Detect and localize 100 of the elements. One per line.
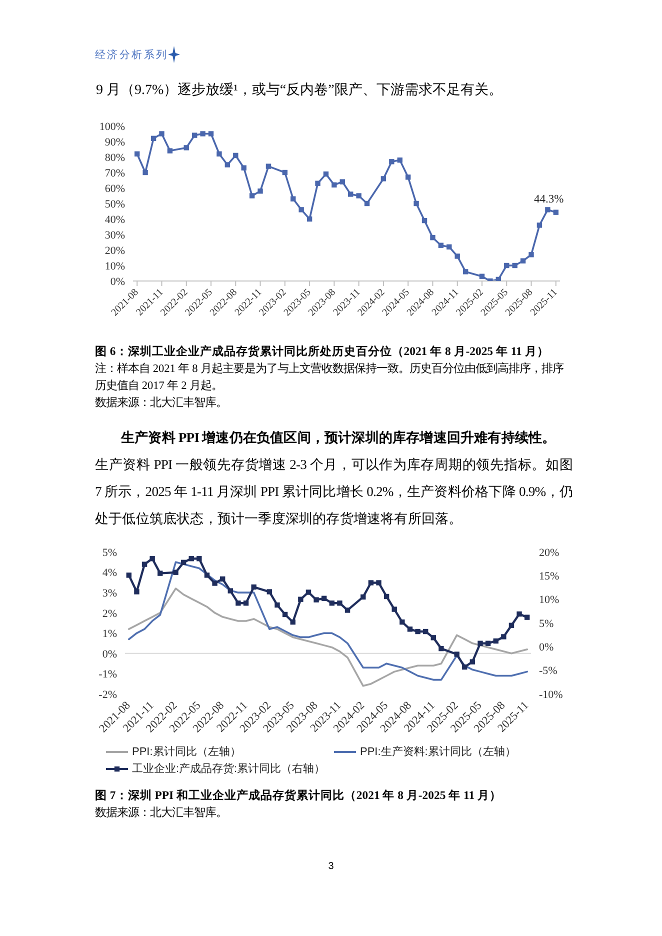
- y-tick-label: 50%: [104, 198, 125, 210]
- point: [368, 580, 374, 586]
- point: [332, 182, 337, 188]
- point: [397, 158, 402, 163]
- point: [360, 594, 366, 600]
- point: [337, 600, 342, 606]
- point: [496, 276, 502, 281]
- point: [516, 611, 522, 617]
- point: [208, 131, 214, 136]
- point: [504, 262, 510, 268]
- point: [228, 588, 234, 594]
- point: [236, 600, 241, 606]
- point: [241, 165, 246, 170]
- point: [212, 580, 218, 586]
- line-series: [128, 588, 528, 687]
- point: [344, 608, 350, 613]
- point: [306, 590, 312, 595]
- y2-tick-label: -10%: [539, 688, 563, 701]
- point: [204, 572, 210, 578]
- point: [422, 628, 428, 634]
- point: [306, 216, 312, 222]
- y-tick-label: 4%: [102, 567, 117, 580]
- text: 生产资料 PPI 一般领先存货增速 2-3 个月，可以作为库存周期的领先指标。如图 7 所示，2025 年 1-11 月深圳 PPI 累计同比增长 0.2%，生产资料价格下降 0.9%，仍处于低位筑底状态，预计一季度深圳的存货增速将有所回落。: [95, 457, 573, 526]
- point: [233, 152, 238, 158]
- point: [405, 174, 411, 180]
- point: [364, 200, 370, 206]
- point: [282, 170, 288, 176]
- point: [462, 269, 468, 274]
- y-tick-label: 0%: [110, 276, 125, 288]
- y-tick-label: 60%: [104, 182, 125, 195]
- y2-tick-label: 5%: [539, 618, 554, 630]
- point: [224, 162, 230, 168]
- text: 注：样本自 2021 年 8 月起主要是为了与上文营收数据保持一致。历史百分位由低到高排序，排序历史值自 2017 年 2 月起。: [95, 362, 564, 392]
- point: [266, 589, 272, 594]
- y-tick-label: 70%: [104, 167, 125, 180]
- point: [438, 646, 444, 652]
- legend-label: PPI:累计同比（左轴）: [132, 745, 241, 759]
- point: [220, 576, 226, 582]
- y-tick-label: 10%: [104, 260, 125, 272]
- point: [524, 614, 530, 620]
- point: [134, 151, 140, 156]
- y-tick-label: 2%: [102, 608, 117, 620]
- point: [150, 136, 156, 141]
- y2-tick-label: 15%: [539, 570, 560, 583]
- point: [249, 193, 255, 198]
- y2-tick-label: 20%: [539, 546, 560, 559]
- point: [216, 151, 222, 156]
- point: [243, 600, 249, 606]
- y-tick-label: 30%: [104, 229, 125, 242]
- point: [446, 244, 452, 250]
- point: [184, 145, 189, 150]
- point: [282, 612, 288, 618]
- point: [508, 622, 514, 628]
- text: 生产资料 PPI 增速仍在负值区间，预计深圳的库存增速回升难有持续性。: [121, 430, 556, 445]
- text: 9 月（9.7%）逐步放缓¹，或与“反内卷”限产、下游需求不足有关。: [96, 83, 502, 98]
- point: [478, 640, 483, 646]
- point: [485, 640, 491, 646]
- text: 图 7：深圳 PPI 和工业企业产成品存货累计同比（2021 年 8 月-2025 年 11 月）: [95, 789, 502, 802]
- y-tick-label: 0%: [102, 648, 117, 660]
- point: [356, 193, 362, 198]
- point: [553, 210, 558, 215]
- source-note: 数据来源：北大汇丰智库。: [95, 806, 227, 818]
- point: [274, 602, 280, 608]
- y-tick-label: -2%: [98, 688, 117, 701]
- y-tick-label: -1%: [98, 668, 117, 681]
- point: [430, 635, 436, 640]
- point: [188, 556, 194, 562]
- y2-tick-label: -5%: [539, 665, 558, 678]
- y-tick-label: 5%: [102, 546, 117, 559]
- source-note: 数据来源：北大汇丰智库。: [95, 396, 227, 408]
- y-tick-label: 80%: [104, 152, 125, 164]
- point: [414, 200, 419, 206]
- point: [258, 188, 263, 194]
- point: [290, 619, 296, 625]
- point: [159, 131, 164, 136]
- legend-label: 工业企业:产成品存货:累计同比（右轴）: [132, 762, 326, 776]
- text: 经济分析系列: [95, 48, 168, 62]
- y-tick-label: 40%: [104, 214, 125, 226]
- point: [545, 207, 550, 212]
- y2-tick-label: 0%: [539, 642, 554, 654]
- point: [415, 628, 420, 634]
- point: [321, 596, 327, 601]
- point: [454, 254, 460, 259]
- point: [298, 207, 304, 212]
- text: 3: [328, 861, 334, 872]
- point: [150, 556, 155, 562]
- point: [158, 570, 163, 576]
- point: [536, 222, 542, 228]
- y2-tick-label: 10%: [539, 594, 560, 606]
- y-tick-label: 3%: [102, 587, 117, 600]
- y-tick-label: 100%: [99, 120, 125, 133]
- text: 图 6：深圳工业企业产成品存货累计同比所处历史百分位（2021 年 8 月-2025 年 11 月）: [95, 345, 549, 358]
- point: [192, 132, 198, 138]
- point: [290, 196, 296, 202]
- point: [470, 659, 476, 664]
- point: [501, 634, 506, 640]
- point: [479, 274, 485, 279]
- point: [454, 652, 460, 657]
- y-tick-label: 90%: [104, 136, 125, 148]
- point: [407, 626, 413, 632]
